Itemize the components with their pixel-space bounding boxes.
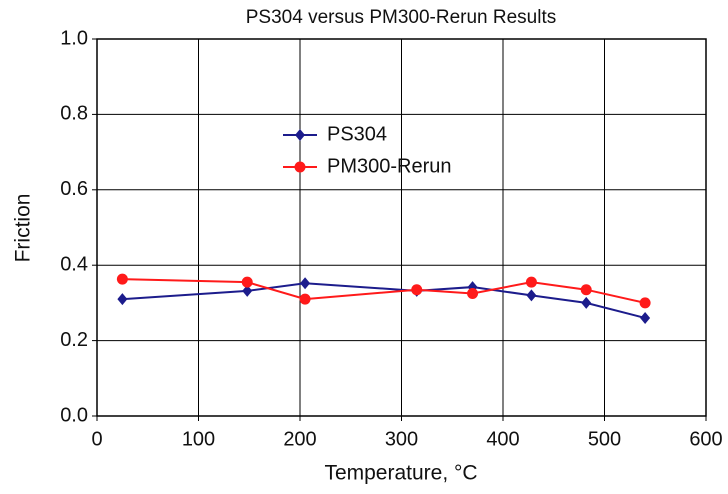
y-tick-label: 0.4: [60, 253, 88, 275]
legend-label: PM300-Rerun: [327, 155, 452, 177]
plot-frame: [96, 38, 707, 417]
marker: [581, 296, 592, 309]
legend-label: PS304: [327, 123, 387, 145]
x-tick-label: 300: [385, 428, 418, 450]
legend-marker: [295, 129, 305, 141]
chart-title: PS304 versus PM300-Rerun Results: [246, 7, 556, 28]
y-tick-label: 0.2: [60, 329, 88, 351]
marker: [639, 297, 651, 309]
y-tick-label: 0.8: [60, 103, 88, 125]
y-tick-label: 0.0: [60, 404, 88, 426]
x-axis-label: Temperature, °C: [324, 462, 477, 485]
x-tick-label: 0: [91, 428, 102, 450]
marker: [411, 284, 423, 296]
y-axis-label: Friction: [12, 194, 35, 263]
x-tick-label: 500: [588, 428, 621, 450]
x-tick-label: 100: [182, 428, 215, 450]
series-line: [122, 278, 646, 304]
y-tick-label: 0.6: [60, 178, 88, 200]
legend-marker: [294, 161, 306, 173]
marker: [300, 277, 311, 290]
marker: [299, 293, 311, 305]
marker: [580, 284, 592, 296]
series-line: [122, 282, 646, 319]
marker: [116, 273, 128, 285]
marker: [640, 311, 651, 324]
y-tick-label: 1.0: [60, 27, 88, 49]
marker: [467, 287, 479, 299]
marker: [241, 276, 253, 288]
x-tick-label: 200: [283, 428, 316, 450]
marker: [526, 289, 537, 302]
marker: [117, 293, 128, 306]
marker: [242, 284, 253, 297]
x-tick-label: 600: [689, 428, 722, 450]
marker: [525, 276, 537, 288]
x-tick-label: 400: [486, 428, 519, 450]
